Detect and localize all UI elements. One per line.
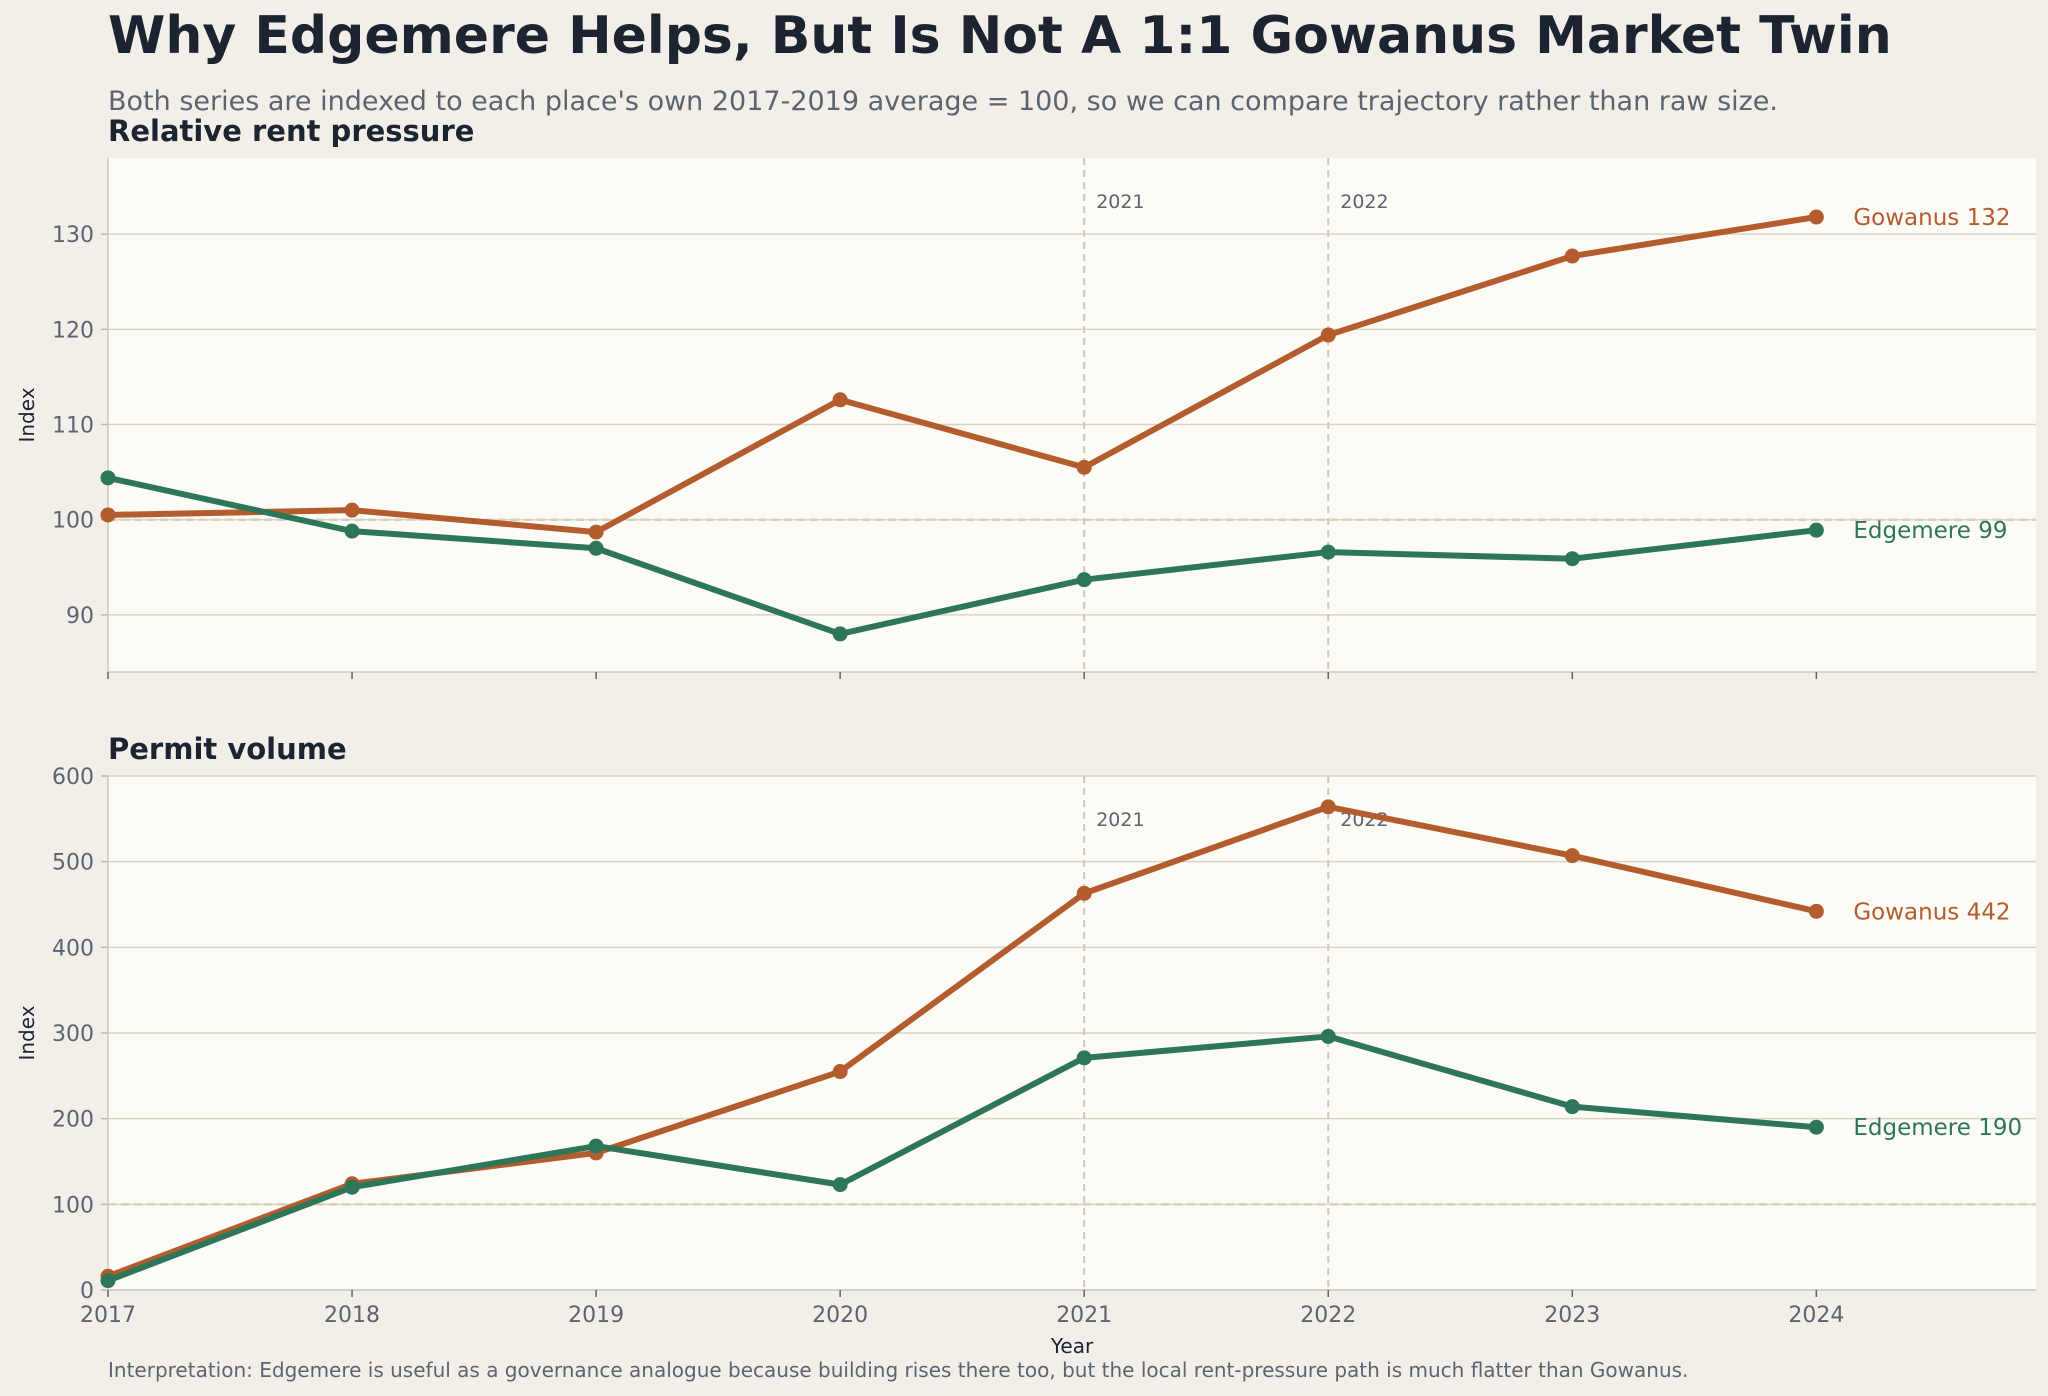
y-tick-label: 400 [52,936,94,961]
data-point-gowanus [1564,248,1580,264]
end-label-edgemere: Edgemere 99 [1853,518,2007,544]
data-point-gowanus [344,502,360,518]
panel-rent-pressure: 90 100 110 120 130 2021 2022 Gowanus 132 Edgemer… [15,114,2036,679]
series-line-gowanus [105,214,1820,536]
x-tick-label: 2019 [568,1303,624,1328]
data-point-gowanus [1564,848,1580,864]
data-point-edgemere [1808,522,1824,538]
chart-subtitle: Both series are indexed to each place's … [108,86,1779,117]
plot-area [108,158,2036,672]
event-label: 2022 [1340,191,1388,213]
data-point-gowanus [100,507,116,523]
x-tick-label: 2024 [1788,1303,1844,1328]
data-point-edgemere [832,626,848,642]
data-point-gowanus [1808,903,1824,919]
panel-title: Relative rent pressure [108,114,474,148]
x-tick-label: 2020 [812,1303,868,1328]
data-point-edgemere [1564,551,1580,567]
data-point-edgemere [100,470,116,486]
x-tick-label: 2022 [1300,1303,1356,1328]
data-point-gowanus [832,392,848,408]
x-tick-label: 2021 [1056,1303,1112,1328]
data-point-edgemere [1564,1099,1580,1115]
data-point-gowanus [1808,209,1824,225]
series-line-edgemere [105,1033,1820,1284]
y-tick-label: 90 [66,604,94,629]
y-tick-label: 100 [52,509,94,534]
data-point-edgemere [588,540,604,556]
y-tick-label: 300 [52,1022,94,1047]
y-tick-label: 120 [52,318,94,343]
event-label: 2021 [1096,809,1144,831]
data-point-edgemere [1076,572,1092,588]
end-label-edgemere: Edgemere 190 [1853,1115,2022,1141]
panel-title: Permit volume [108,732,347,766]
data-point-edgemere [100,1273,116,1289]
x-tick-label: 2017 [80,1303,136,1328]
y-tick-label: 500 [52,851,94,876]
data-point-edgemere [1320,544,1336,560]
y-tick-label: 130 [52,223,94,248]
data-point-edgemere [1808,1119,1824,1135]
interpretation-footnote: Interpretation: Edgemere is useful as a … [108,1358,1689,1382]
data-point-gowanus [588,524,604,540]
x-tick-label: 2023 [1544,1303,1600,1328]
end-label-gowanus: Gowanus 132 [1853,205,2010,231]
data-point-gowanus [1320,799,1336,815]
end-label-gowanus: Gowanus 442 [1853,899,2010,925]
data-point-gowanus [832,1064,848,1080]
y-tick-label: 100 [52,1193,94,1218]
data-point-edgemere [1320,1028,1336,1044]
y-tick-label: 200 [52,1108,94,1133]
event-label: 2021 [1096,191,1144,213]
x-tick-label: 2018 [324,1303,380,1328]
data-point-edgemere [832,1177,848,1193]
data-point-gowanus [1320,327,1336,343]
y-axis-label: Index [15,1005,39,1060]
chart-title: Why Edgemere Helps, But Is Not A 1:1 Gow… [108,6,1892,66]
data-point-edgemere [588,1138,604,1154]
y-axis-label: Index [15,387,39,442]
data-point-gowanus [1076,459,1092,475]
panel-permit-volume: 0 100 200 300 400 500 600 2021 2022 2017 2018 2019 2… [15,732,2036,1358]
data-point-gowanus [1076,885,1092,901]
x-axis-label: Year [1050,1334,1094,1358]
y-tick-label: 600 [52,765,94,790]
y-tick-label: 0 [80,1279,94,1304]
data-point-edgemere [1076,1050,1092,1066]
series-line-edgemere [105,474,1820,637]
data-point-edgemere [344,1179,360,1195]
y-tick-label: 110 [52,414,94,439]
data-point-edgemere [344,523,360,539]
